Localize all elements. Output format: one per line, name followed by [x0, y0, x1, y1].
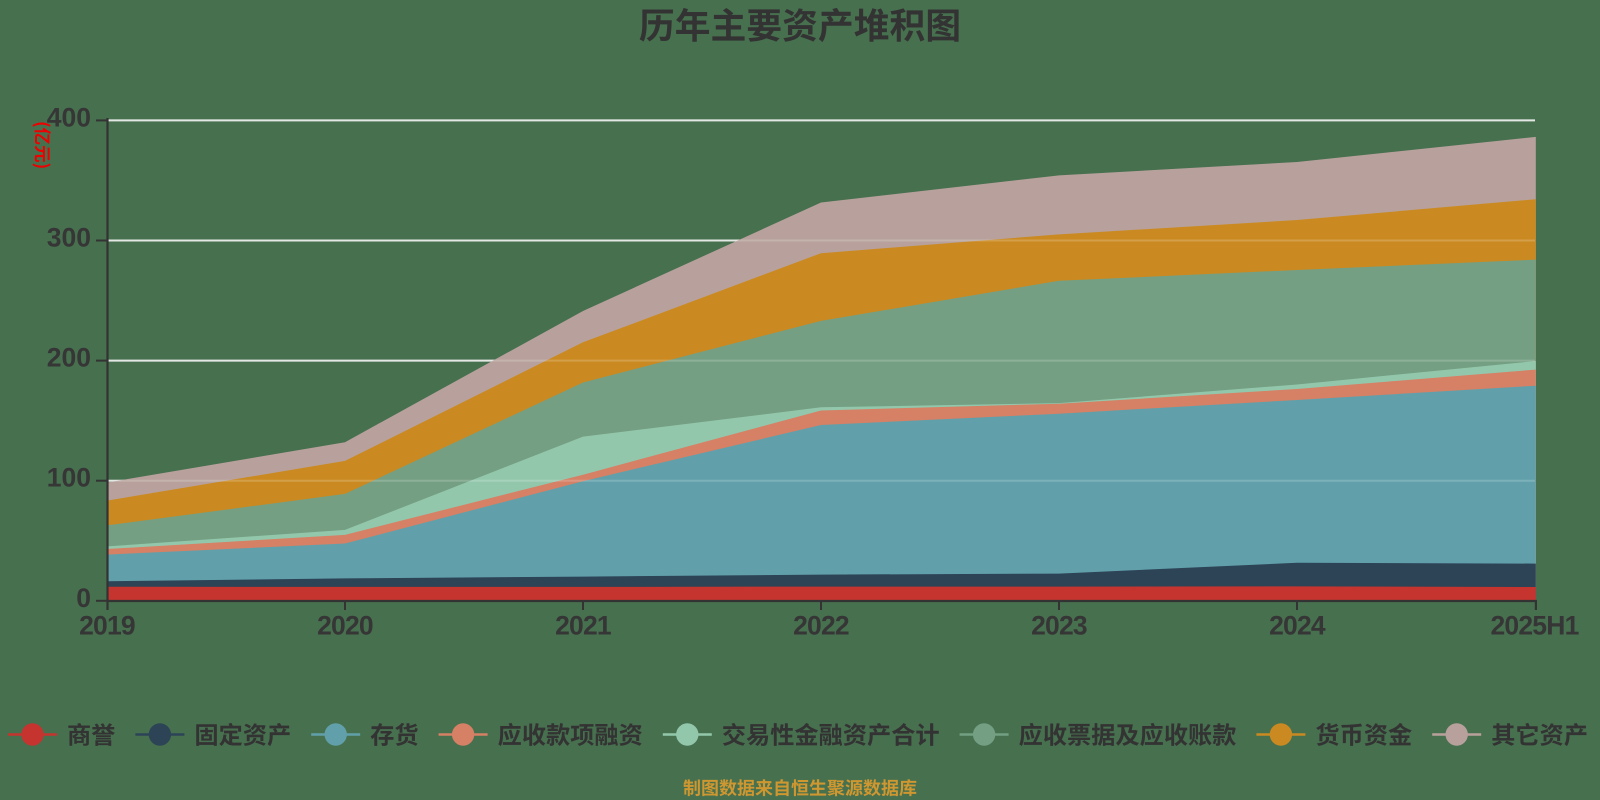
svg-text:0: 0 — [76, 583, 91, 613]
svg-text:2019: 2019 — [79, 611, 135, 641]
svg-text:100: 100 — [47, 463, 91, 493]
svg-text:400: 400 — [47, 102, 91, 132]
svg-text:2021: 2021 — [555, 611, 611, 641]
svg-text:2025H1: 2025H1 — [1490, 611, 1578, 641]
svg-text:2020: 2020 — [317, 611, 373, 641]
svg-text:200: 200 — [47, 343, 91, 373]
svg-text:2024: 2024 — [1269, 611, 1326, 641]
svg-text:2023: 2023 — [1031, 611, 1087, 641]
svg-text:300: 300 — [47, 223, 91, 253]
svg-text:2022: 2022 — [793, 611, 849, 641]
